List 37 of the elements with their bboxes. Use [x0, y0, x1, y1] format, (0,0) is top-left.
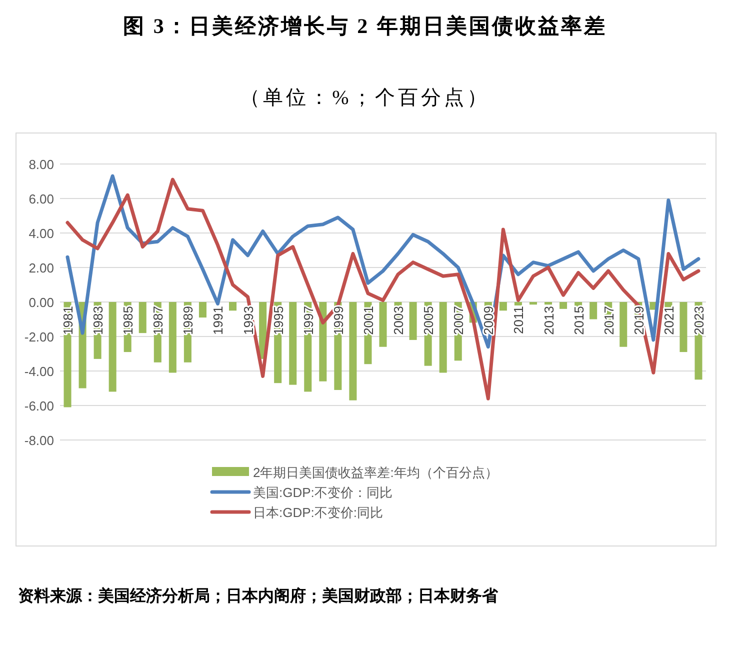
category-label: 2019 [631, 306, 646, 335]
y-tick-label: -2.00 [24, 330, 54, 344]
category-label: 1995 [270, 306, 286, 335]
y-tick-label: 0.00 [28, 295, 54, 310]
category-label: 1989 [180, 306, 196, 335]
category-label: 1987 [150, 306, 166, 335]
category-label: 2013 [541, 306, 556, 335]
category-label: 1993 [240, 306, 256, 335]
y-tick-label: -4.00 [24, 364, 54, 379]
category-label: 1991 [210, 306, 226, 335]
category-label: 2005 [421, 306, 436, 335]
y-tick-label: 4.00 [28, 226, 54, 241]
y-tick-label: -6.00 [24, 398, 54, 414]
legend-label: 2年期日美国债收益率差:年均（个百分点） [253, 465, 498, 480]
category-label: 1985 [120, 306, 136, 335]
y-tick-label: -8.00 [24, 433, 54, 448]
y-tick-label: 6.00 [28, 192, 54, 206]
category-label: 1999 [330, 306, 346, 335]
y-tick-label: 8.00 [28, 157, 54, 172]
category-label: 2021 [661, 306, 676, 335]
category-label: 2023 [691, 306, 706, 335]
category-label: 1981 [60, 306, 76, 335]
category-label: 2017 [601, 306, 616, 335]
legend-label: 日本:GDP:不变价:同比 [253, 505, 384, 520]
category-label: 2003 [391, 306, 406, 335]
y-tick-label: 2.00 [28, 260, 54, 276]
category-label: 2001 [360, 306, 376, 335]
text: 资料来源：美国经济分析局；日本内阁府；美国财政部；日本财务省 [18, 586, 499, 605]
category-label: 2009 [481, 306, 496, 335]
category-label: 1983 [90, 306, 106, 335]
category-label: 2007 [451, 306, 466, 335]
category-label: 1997 [300, 306, 316, 335]
category-label: 2015 [571, 306, 586, 335]
chart-title: 图 3：日美经济增长与 2 年期日美国债收益率差 [123, 14, 607, 38]
legend-label: 美国:GDP:不变价：同比 [253, 485, 392, 500]
category-label: 2011 [511, 306, 526, 334]
chart-subtitle: （单位：%；个百分点） [240, 87, 490, 109]
